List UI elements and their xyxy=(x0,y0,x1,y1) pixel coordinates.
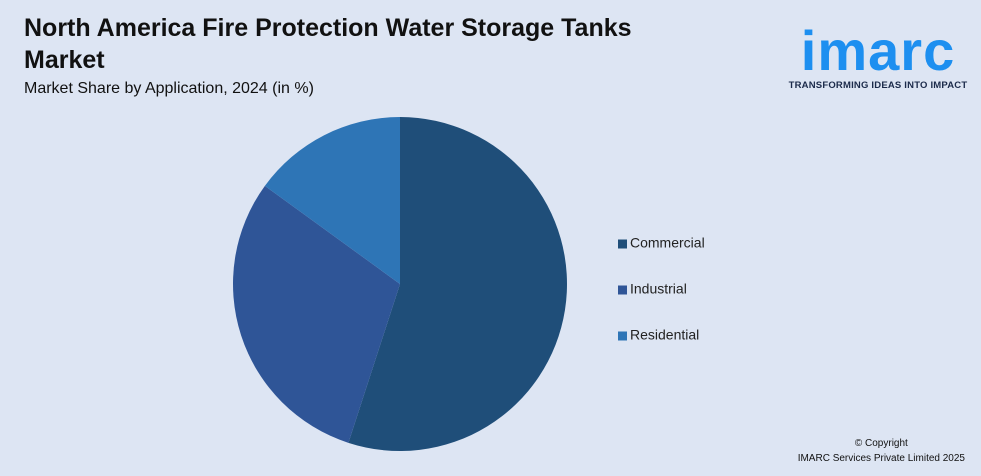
legend-swatch xyxy=(618,331,627,341)
pie-slice xyxy=(348,117,567,451)
logo: imarc TRANSFORMING IDEAS INTO IMPACT xyxy=(784,19,972,92)
footer: © Copyright IMARC Services Private Limit… xyxy=(798,436,965,466)
copyright: © Copyright xyxy=(854,438,908,449)
legend-label: Residential xyxy=(630,327,699,343)
legend-swatch xyxy=(618,285,627,295)
legend-label: Commercial xyxy=(630,235,705,251)
legend-label: Industrial xyxy=(630,281,687,297)
pie-slice xyxy=(232,185,400,443)
chart-title: North America Fire Protection Water Stor… xyxy=(24,14,632,74)
logo-name: imarc xyxy=(800,19,956,82)
logo-tagline: TRANSFORMING IDEAS INTO IMPACT xyxy=(788,80,968,91)
chart-subtitle: Market Share by Application, 2024 (in %) xyxy=(24,80,314,97)
pie-slice xyxy=(264,117,400,284)
company: IMARC Services Private Limited 2025 xyxy=(797,453,965,464)
legend-swatch xyxy=(618,239,627,249)
